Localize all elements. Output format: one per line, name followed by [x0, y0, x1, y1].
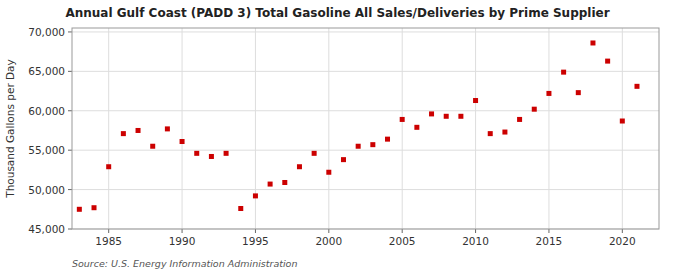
point: [458, 114, 463, 119]
point: [209, 154, 214, 159]
y-tick: [68, 110, 72, 111]
x-tick-label: 2005: [389, 235, 416, 247]
point: [268, 182, 273, 187]
point: [341, 157, 346, 162]
x-tick: [475, 229, 476, 233]
x-tick-label: 1985: [95, 235, 122, 247]
point: [194, 151, 199, 156]
chart: Annual Gulf Coast (PADD 3) Total Gasolin…: [0, 0, 675, 275]
point: [121, 131, 126, 136]
y-tick-label: 55,000: [28, 144, 65, 156]
point: [473, 98, 478, 103]
x-tick: [108, 229, 109, 233]
point: [414, 125, 419, 130]
grid: [72, 28, 659, 229]
point: [517, 117, 522, 122]
y-tick-label: 70,000: [28, 26, 65, 38]
y-grid-line: [72, 150, 659, 151]
x-tick: [622, 229, 623, 233]
x-grid-line: [108, 28, 109, 229]
x-tick-label: 2010: [462, 235, 489, 247]
point: [224, 151, 229, 156]
x-tick: [255, 229, 256, 233]
y-axis-label: Thousand Gallons per Day: [4, 59, 16, 199]
plot-frame: [72, 28, 659, 229]
x-grid-line: [255, 28, 256, 229]
point: [488, 131, 493, 136]
x-tick: [402, 229, 403, 233]
y-tick: [68, 150, 72, 151]
y-tick-label: 50,000: [28, 184, 65, 196]
y-tick: [68, 31, 72, 32]
y-grid-line: [72, 31, 659, 32]
point: [253, 193, 258, 198]
point: [634, 84, 639, 89]
title: Annual Gulf Coast (PADD 3) Total Gasolin…: [65, 6, 609, 20]
point: [590, 40, 595, 45]
point: [238, 206, 243, 211]
y-tick: [68, 189, 72, 190]
point: [444, 114, 449, 119]
point: [326, 170, 331, 175]
x-tick: [182, 229, 183, 233]
x-tick-label: 2015: [536, 235, 563, 247]
point: [620, 119, 625, 124]
x-grid-line: [328, 28, 329, 229]
y-grid-line: [72, 110, 659, 111]
source-note: Source: U.S. Energy Information Administ…: [72, 258, 297, 269]
points: [77, 40, 640, 211]
x-grid-line: [402, 28, 403, 229]
x-tick-label: 1990: [169, 235, 196, 247]
point: [92, 205, 97, 210]
point: [180, 139, 185, 144]
x-grid-line: [475, 28, 476, 229]
x-tick-label: 1995: [242, 235, 269, 247]
axes: 45,000 50,000 55,000 60,000 65,000 70,000 1985…: [28, 26, 659, 247]
point: [370, 142, 375, 147]
point: [502, 130, 507, 135]
y-grid-line: [72, 189, 659, 190]
point: [532, 107, 537, 112]
point: [576, 90, 581, 95]
y-tick-label: 60,000: [28, 105, 65, 117]
point: [150, 144, 155, 149]
x-tick: [548, 229, 549, 233]
x-tick-label: 2020: [609, 235, 636, 247]
point: [605, 59, 610, 64]
point: [385, 137, 390, 142]
x-tick-label: 2000: [315, 235, 342, 247]
point: [136, 128, 141, 133]
point: [400, 117, 405, 122]
y-tick: [68, 229, 72, 230]
point: [546, 91, 551, 96]
point: [77, 207, 82, 212]
point: [429, 111, 434, 116]
point: [282, 180, 287, 185]
point: [356, 144, 361, 149]
x-tick: [328, 229, 329, 233]
y-tick-label: 45,000: [28, 223, 65, 235]
point: [297, 164, 302, 169]
x-grid-line: [622, 28, 623, 229]
point: [312, 151, 317, 156]
y-grid-line: [72, 71, 659, 72]
y-tick-label: 65,000: [28, 65, 65, 77]
x-grid-line: [182, 28, 183, 229]
y-tick: [68, 71, 72, 72]
point: [561, 70, 566, 75]
point: [165, 126, 170, 131]
x-grid-line: [548, 28, 549, 229]
point: [106, 164, 111, 169]
